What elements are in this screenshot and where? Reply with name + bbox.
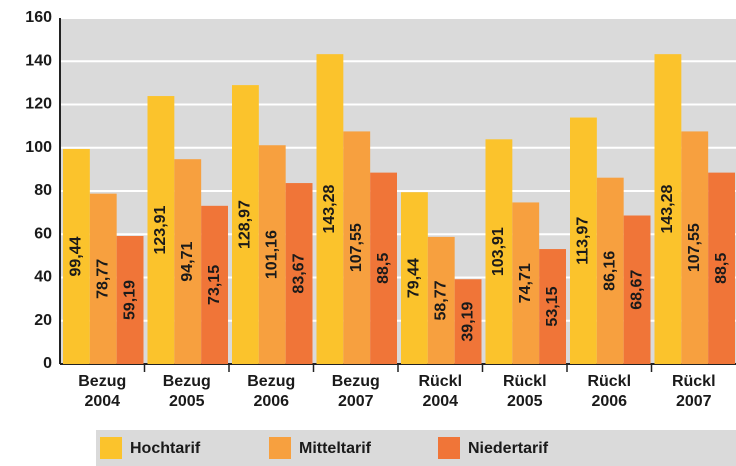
bar [258, 145, 286, 364]
value-label: 58,77 [432, 280, 449, 320]
value-label: 101,16 [263, 230, 280, 279]
legend-label: Niedertarif [468, 440, 549, 457]
y-tick-label: 160 [25, 9, 52, 26]
bar [174, 159, 202, 364]
x-tick-line: Bezug [247, 373, 295, 390]
legend-swatch [269, 437, 291, 459]
value-label: 113,97 [575, 217, 592, 265]
bar [63, 148, 90, 364]
bar [454, 279, 482, 364]
x-tick-line: 2004 [422, 393, 458, 410]
x-tick-line: 2007 [676, 393, 712, 410]
legend-band [96, 430, 736, 466]
x-tick-line: 2007 [338, 393, 374, 410]
y-tick-label: 140 [25, 52, 52, 69]
bar [485, 139, 513, 364]
x-tick-line: 2005 [169, 393, 205, 410]
bar [570, 117, 597, 364]
value-label: 73,15 [206, 265, 223, 305]
x-tick-line: Bezug [332, 373, 380, 390]
bar [681, 131, 709, 364]
value-label: 53,15 [544, 286, 561, 326]
x-tick-line: Rückl [672, 373, 716, 390]
bar [512, 202, 540, 364]
value-label: 86,16 [601, 251, 618, 291]
legend-swatch [100, 437, 122, 459]
bar [427, 236, 455, 364]
bar [232, 85, 259, 365]
bar [596, 177, 624, 364]
x-tick-line: Bezug [163, 373, 211, 390]
bar [401, 192, 428, 364]
value-label: 94,71 [179, 241, 196, 281]
x-tick-line: 2006 [591, 393, 627, 410]
y-tick-label: 20 [34, 312, 52, 329]
bar [147, 96, 175, 365]
value-label: 123,91 [152, 205, 169, 254]
x-tick-label: Bezug 2004 [78, 373, 126, 410]
value-label: 74,71 [517, 263, 534, 303]
y-tick-label: 120 [25, 96, 52, 113]
bar [623, 215, 651, 364]
legend-label: Hochtarif [130, 440, 201, 457]
x-tick-line: Rückl [587, 373, 631, 390]
x-tick-line: 2006 [253, 393, 289, 410]
bar [201, 205, 228, 364]
x-tick-line: Rückl [503, 373, 547, 390]
value-label: 68,67 [628, 270, 645, 310]
legend-label: Mitteltarif [299, 440, 372, 457]
y-tick-label: 80 [34, 182, 52, 199]
value-label: 99,44 [68, 236, 85, 276]
x-tick-label: Bezug 2007 [332, 373, 380, 410]
y-tick-label: 100 [25, 139, 52, 156]
value-label: 103,91 [490, 227, 507, 276]
value-label: 143,28 [659, 185, 676, 234]
x-tick-line: Rückl [418, 373, 462, 390]
value-label: 88,5 [375, 253, 392, 284]
value-label: 83,67 [290, 253, 307, 293]
bar [708, 172, 735, 364]
value-label: 107,55 [686, 223, 703, 272]
value-label: 39,19 [459, 302, 476, 342]
value-label: 78,77 [94, 259, 111, 299]
value-label: 143,28 [321, 185, 338, 234]
y-tick-label: 60 [34, 225, 52, 242]
x-tick-line: Bezug [78, 373, 126, 390]
value-label: 107,55 [348, 223, 365, 272]
x-tick-label: Bezug 2005 [163, 373, 211, 410]
y-tick-label: 0 [43, 355, 52, 372]
x-tick-label: Rückl 2006 [587, 373, 631, 410]
value-label: 88,5 [713, 253, 730, 284]
bar [370, 172, 397, 364]
bar [539, 249, 566, 364]
value-label: 128,97 [237, 200, 254, 249]
x-tick-line: 2004 [84, 393, 120, 410]
bar [116, 236, 144, 364]
x-tick-label: Rückl 2004 [418, 373, 462, 410]
bar [285, 183, 313, 364]
bar [654, 54, 682, 364]
bar [343, 131, 371, 364]
value-label: 79,44 [406, 258, 423, 298]
bar [89, 193, 117, 364]
value-label: 59,19 [121, 280, 138, 320]
x-tick-label: Rückl 2007 [672, 373, 716, 410]
bar [316, 54, 344, 364]
x-tick-label: Bezug 2006 [247, 373, 295, 410]
legend-swatch [438, 437, 460, 459]
x-tick-label: Rückl 2005 [503, 373, 547, 410]
x-tick-line: 2005 [507, 393, 543, 410]
y-tick-label: 40 [34, 269, 52, 286]
